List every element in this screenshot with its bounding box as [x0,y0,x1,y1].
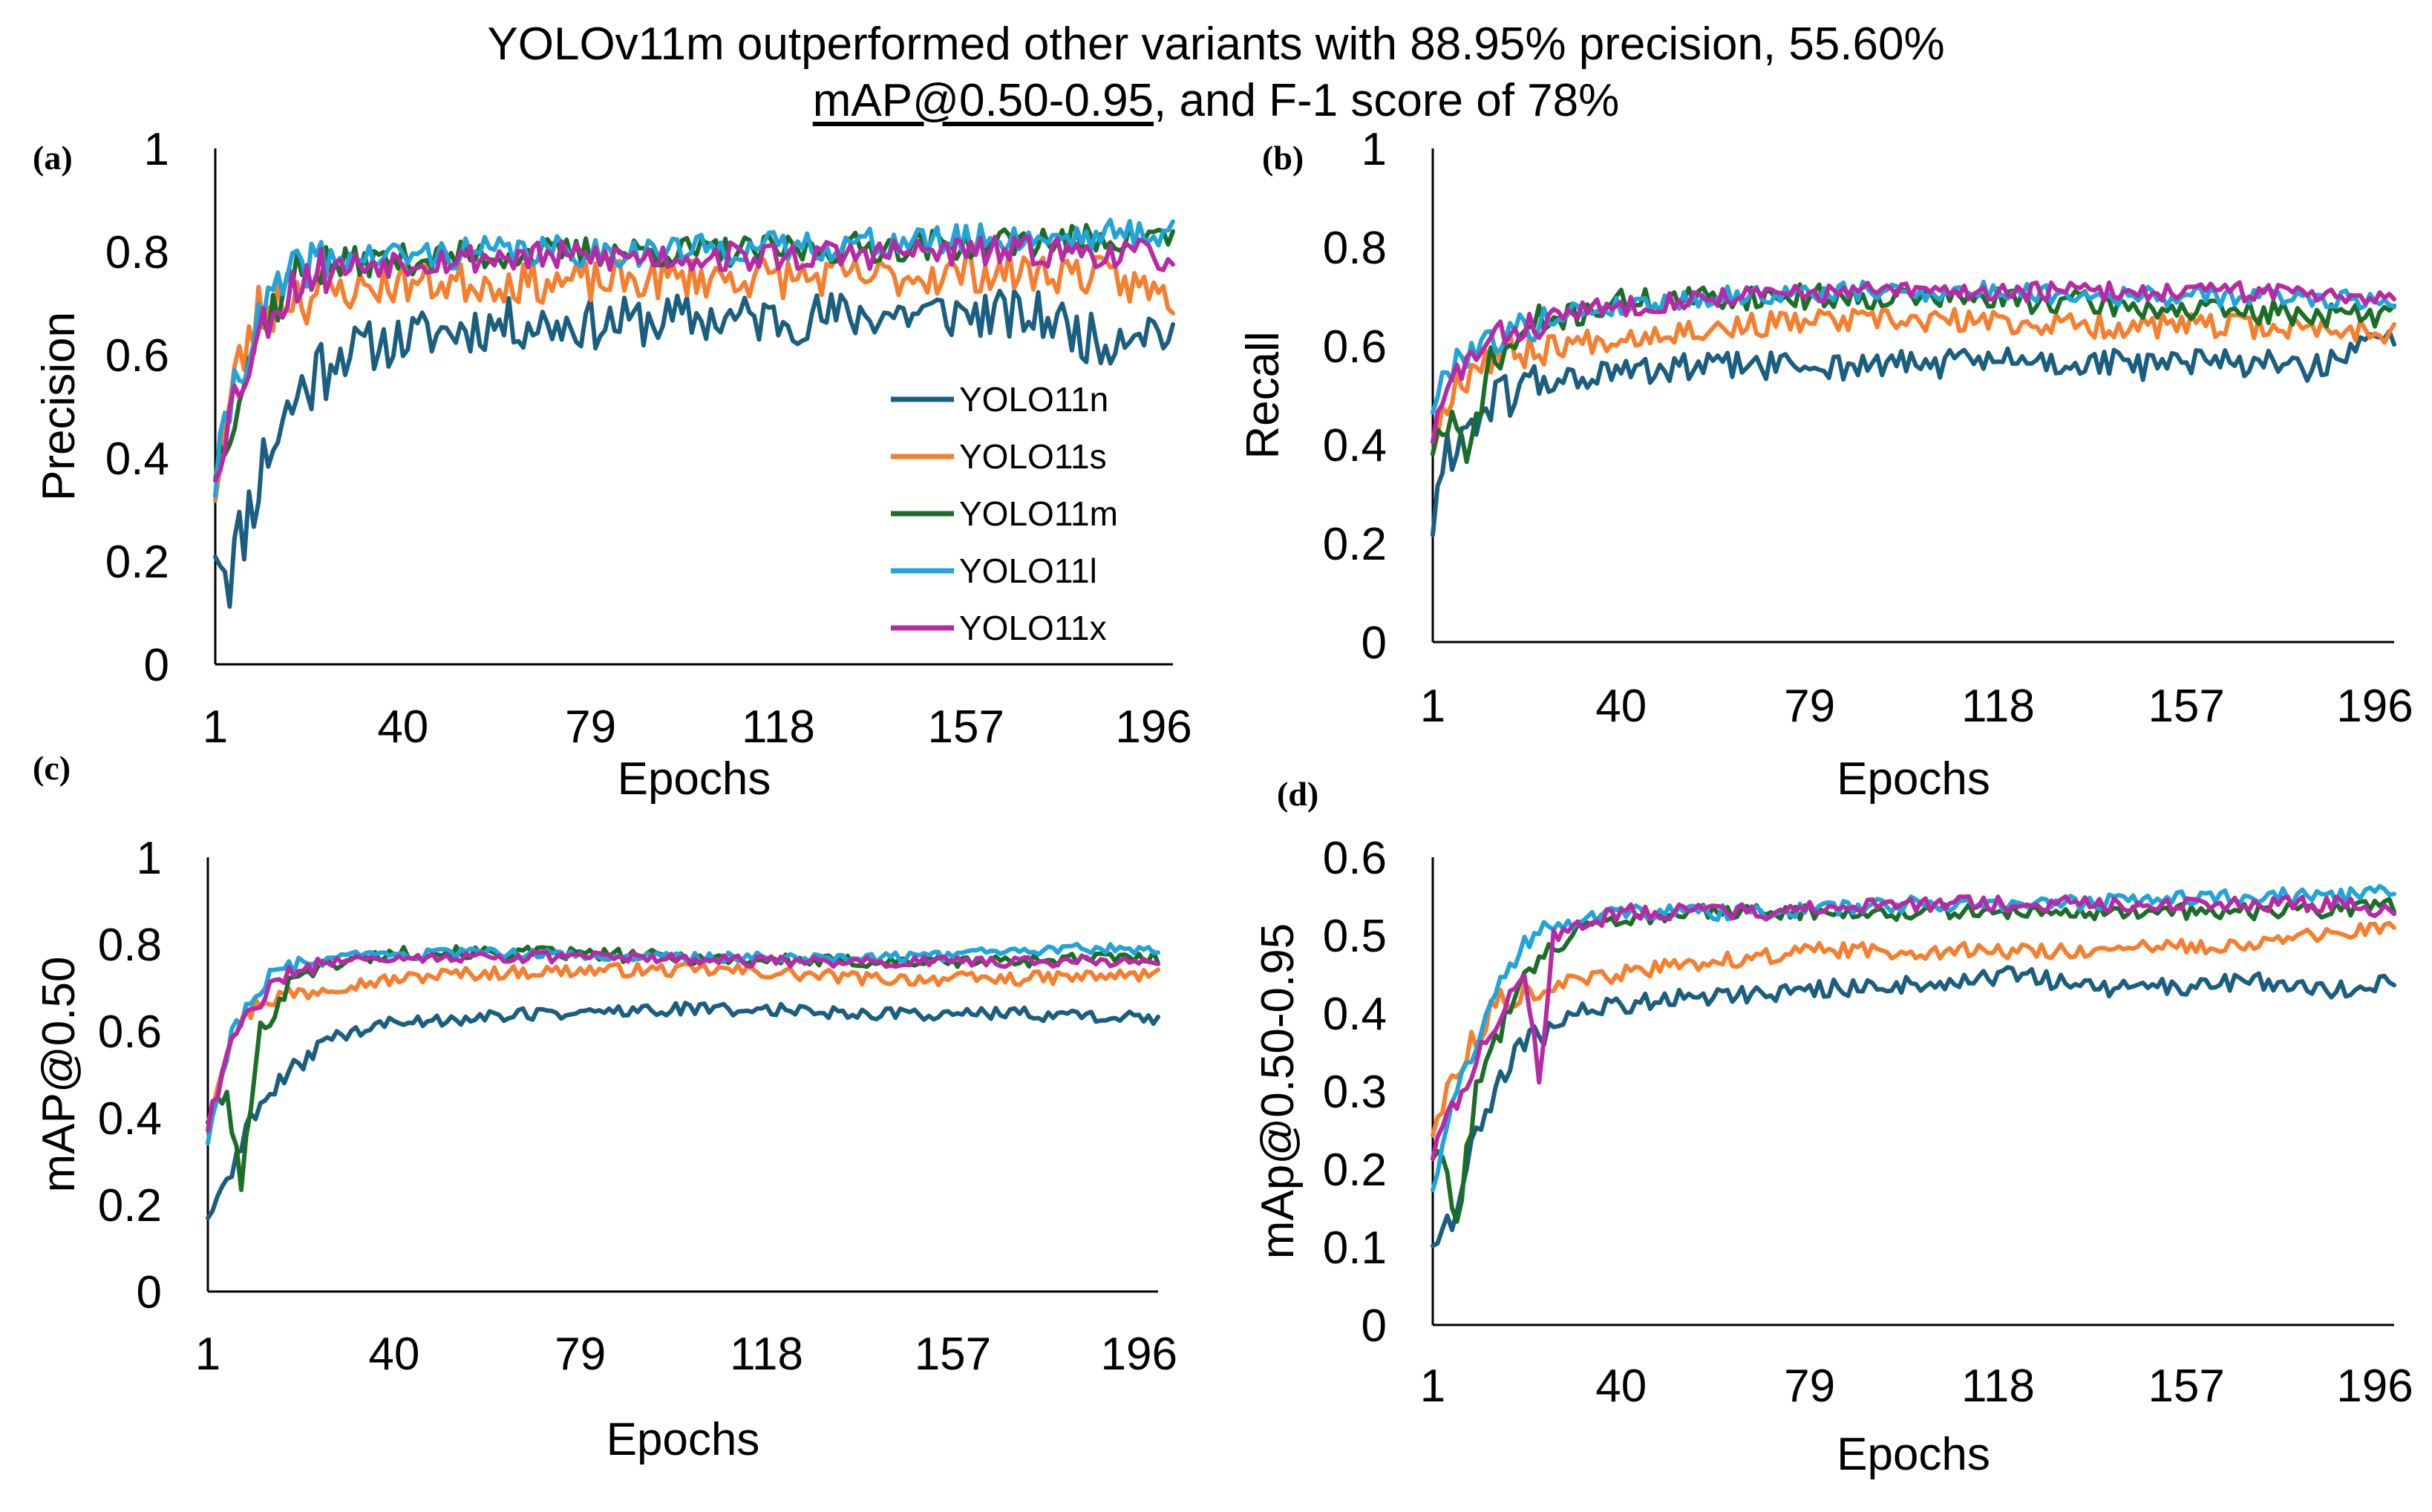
y-tick-label: 1 [137,833,162,884]
figure-title-underlined: mAP@0.50-0.95 [812,75,1154,126]
y-tick-label: 0.6 [105,330,169,382]
panel-label: (c) [33,749,71,787]
x-tick-label: 40 [1595,681,1647,732]
series-line-yolo11n [213,289,1175,609]
y-tick-label: 0.2 [1323,519,1387,570]
y-tick-label: 0.2 [98,1180,162,1231]
y-tick-label: 1 [144,124,169,175]
y-tick-label: 0.6 [1323,833,1387,884]
figure-title-rest: , and F-1 score of 78% [1154,75,1620,126]
y-axis-title: Precision [33,312,85,501]
y-tick-label: 0.2 [105,537,169,588]
x-tick-label: 1 [1420,681,1445,732]
legend-entry: YOLO11x [959,609,1107,647]
x-tick-label: 157 [928,701,1004,753]
figure-title: YOLOv11m outperformed other variants wit… [0,16,2432,129]
x-tick-label: 1 [195,1329,220,1380]
x-tick-label: 118 [742,701,815,753]
panel-label: (b) [1262,139,1304,177]
series-line-yolo11l [206,941,1160,1146]
y-tick-label: 1 [1362,124,1387,175]
series-line-yolo11n [1431,329,2396,537]
y-tick-label: 0.6 [98,1007,162,1058]
x-tick-label: 1 [203,701,228,753]
series-line-yolo11x [213,235,1175,483]
x-axis-title: Epochs [1837,1429,1990,1480]
series-line-yolo11l [1431,883,2396,1193]
legend-entry: YOLO11m [959,494,1118,533]
series-line-yolo11x [206,949,1160,1133]
figure-title-line-2: mAP@0.50-0.95, and F-1 score of 78% [0,73,2432,129]
legend-entry: YOLO11s [959,437,1107,476]
legend-entry: YOLO11l [959,552,1097,590]
y-tick-label: 0.4 [1323,989,1387,1040]
y-axis-title: mAP@0.50 [33,957,85,1193]
x-tick-label: 157 [915,1329,991,1380]
y-tick-label: 0.4 [98,1093,162,1145]
x-tick-label: 1 [1420,1361,1445,1412]
panel-3: (c) 0 0.2 0.4 0.6 0.8 1 1 40 79 118 157 196 Epochs mAP… [33,749,1177,1465]
x-tick-label: 196 [2336,681,2413,732]
x-axis-title: Epochs [618,753,771,805]
series-line-yolo11x [1431,894,2396,1162]
x-axis-title: Epochs [1837,753,1990,805]
series-line-yolo11n [206,1001,1160,1221]
x-tick-label: 40 [368,1329,419,1380]
x-tick-label: 79 [565,701,616,753]
legend-entry: YOLO11n [959,380,1108,419]
x-tick-label: 79 [1784,681,1835,732]
x-tick-label: 196 [1101,1329,1177,1380]
y-tick-label: 0.4 [105,433,169,485]
series-line-yolo11s [1431,307,2396,456]
series-line-yolo11s [1431,920,2396,1138]
panel-label: (d) [1277,775,1318,813]
x-tick-label: 196 [1115,701,1192,753]
y-tick-label: 0.8 [1323,223,1387,274]
x-tick-label: 118 [730,1329,803,1380]
y-tick-label: 0.1 [1323,1223,1387,1274]
x-tick-label: 118 [1961,1361,2035,1412]
series-line-yolo11s [213,249,1175,503]
y-tick-label: 0.6 [1323,321,1387,373]
y-tick-label: 0 [137,1267,162,1318]
x-tick-label: 157 [2148,1361,2224,1412]
series-line-yolo11m [1431,897,2396,1224]
y-axis-title: Recall [1238,331,1289,459]
y-tick-label: 0 [1362,618,1387,669]
x-tick-label: 79 [555,1329,606,1380]
y-tick-label: 0.4 [1323,420,1387,471]
x-tick-label: 196 [2336,1361,2413,1412]
panel-4: (d) 0 0.1 0.2 0.3 0.4 0.5 0.6 1 40 79 118 157 196 Epoc… [1252,775,2413,1480]
x-axis-title: Epochs [607,1414,760,1465]
series-line-yolo11n [1431,965,2396,1248]
panel-1: (a) 0 0.2 0.4 0.6 0.8 1 1 40 79 118 157 196 Epochs Pre… [33,124,1192,805]
x-tick-label: 40 [1595,1361,1647,1412]
x-tick-label: 157 [2148,681,2224,732]
panel-label: (a) [33,139,73,177]
legend: YOLO11n YOLO11s YOLO11m YOLO11l YOLO11x [891,380,1118,647]
series-line-yolo11x [1431,280,2396,445]
y-tick-label: 0.2 [1323,1145,1387,1196]
y-tick-label: 0 [144,640,169,691]
y-tick-label: 0.5 [1323,911,1387,962]
y-tick-label: 0.8 [105,227,169,278]
x-tick-label: 118 [1961,681,2035,732]
y-tick-label: 0.3 [1323,1067,1387,1118]
x-tick-label: 40 [377,701,428,753]
series-line-yolo11s [206,961,1160,1125]
y-tick-label: 0.8 [98,920,162,971]
x-tick-label: 79 [1784,1361,1835,1412]
y-tick-label: 0 [1362,1300,1387,1352]
figure-title-line-1: YOLOv11m outperformed other variants wit… [487,19,1945,70]
y-axis-title: mAp@0.50-0.95 [1252,923,1304,1259]
panel-2: (b) 0 0.2 0.4 0.6 0.8 1 1 40 79 118 157 196 Epochs Rec… [1238,124,2413,805]
